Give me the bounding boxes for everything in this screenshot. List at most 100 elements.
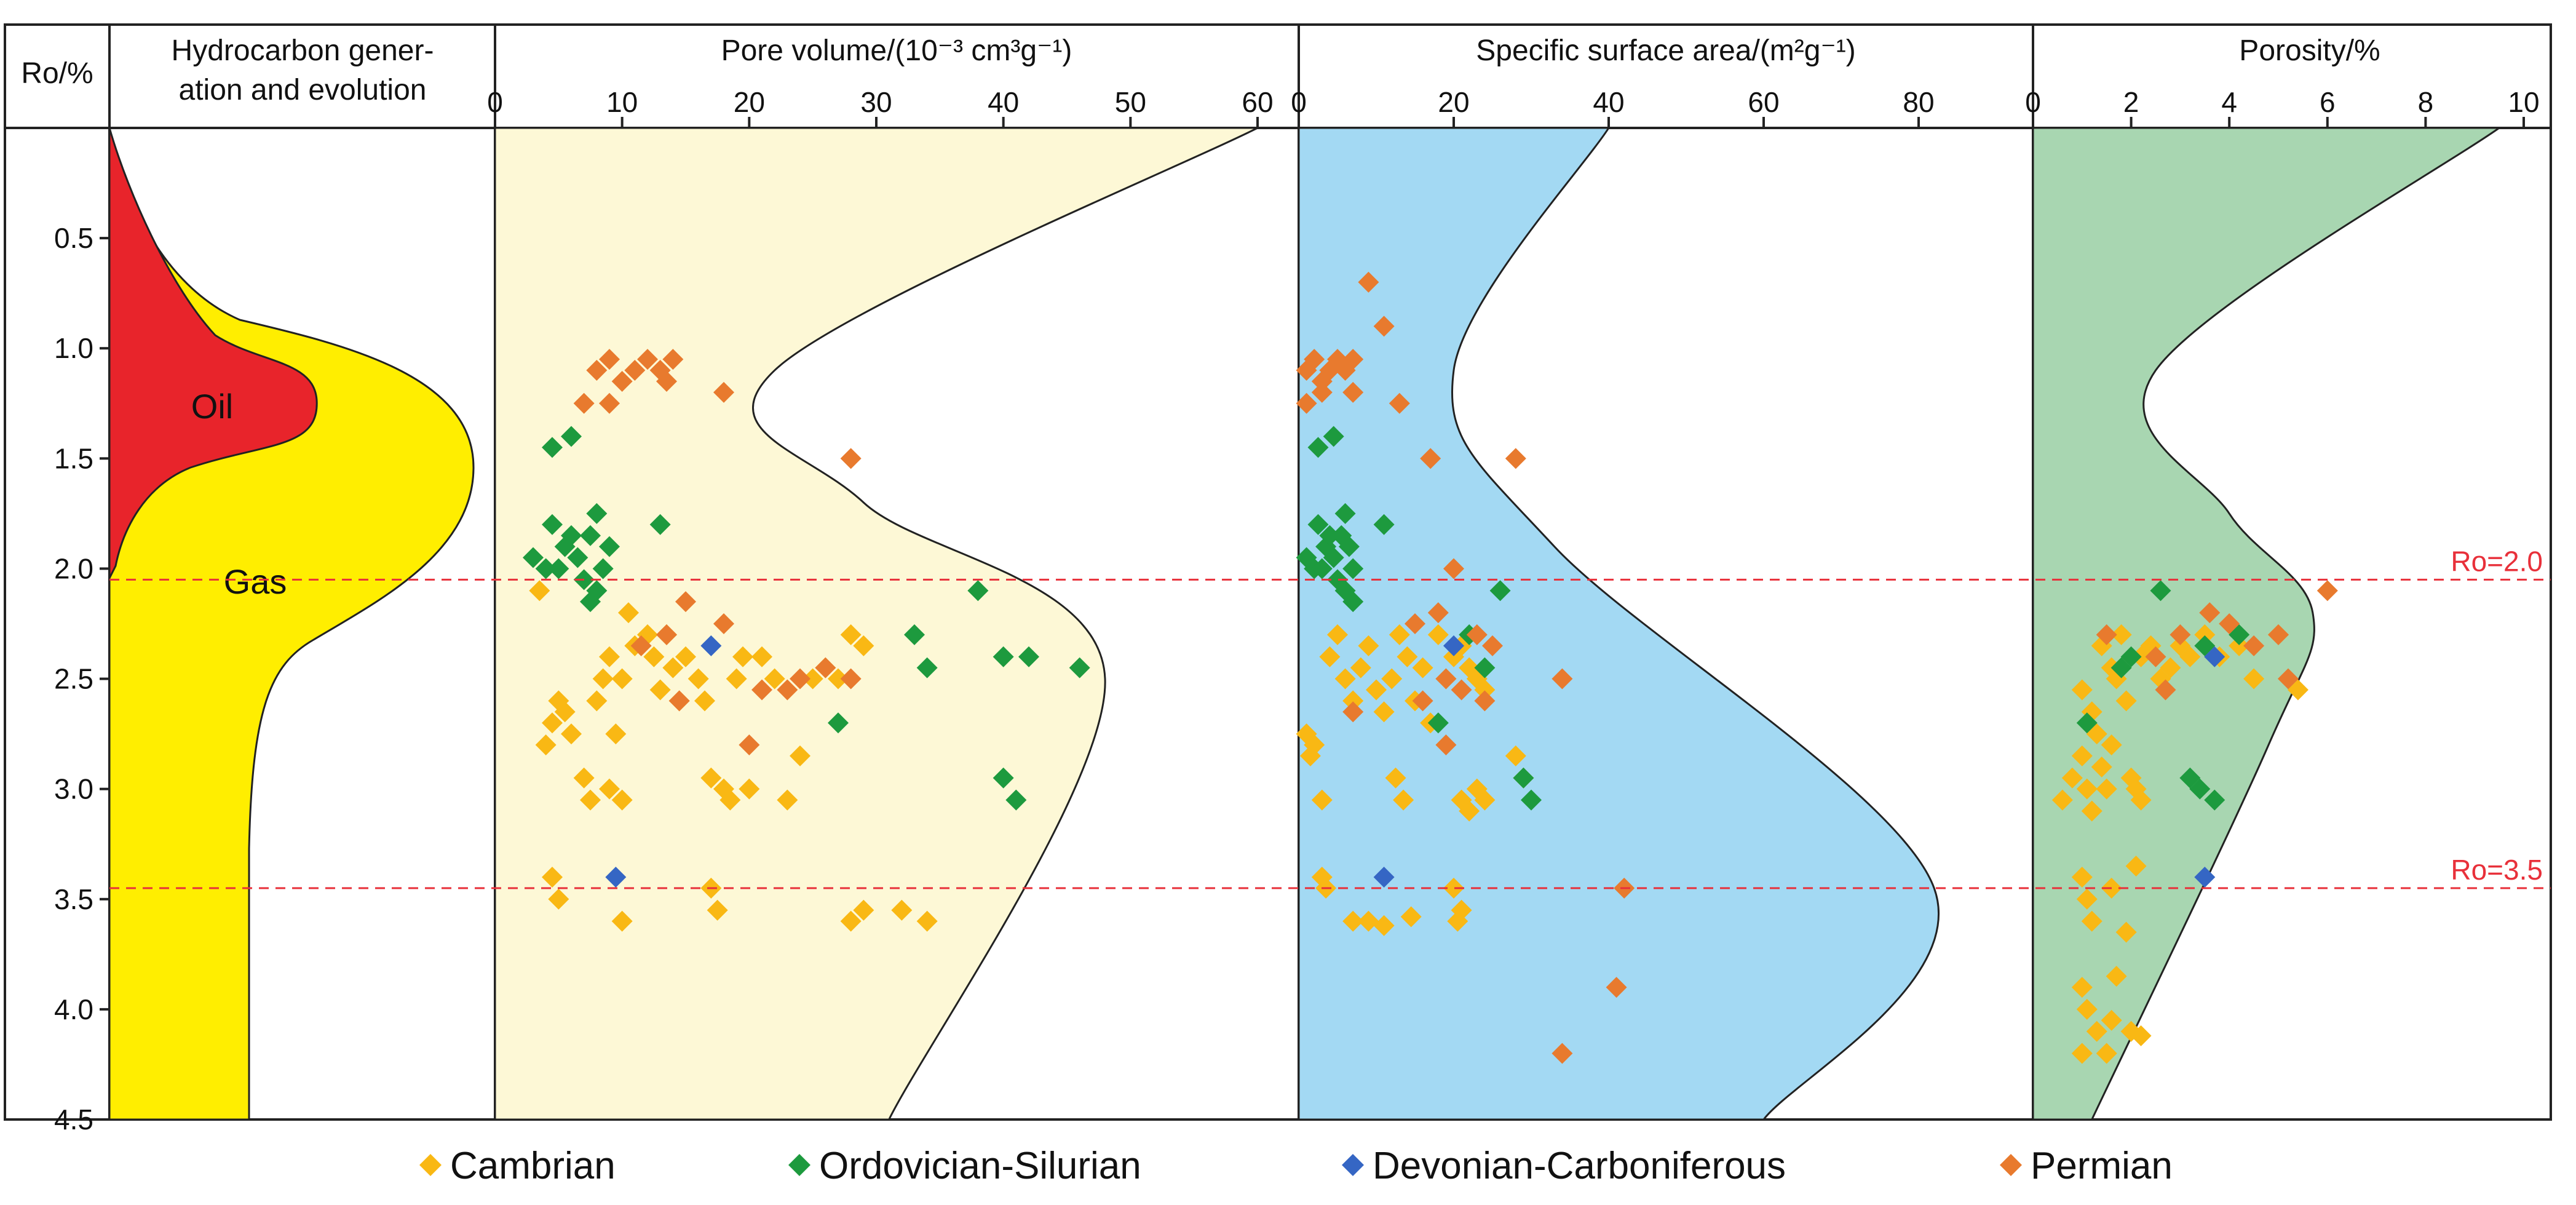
pv-point-cambrian <box>611 789 633 811</box>
pv-point-permian <box>713 381 734 403</box>
pv-point-ordovician-silurian <box>967 580 989 602</box>
pv-point-permian <box>751 679 772 701</box>
por-x-tick-label: 2 <box>2123 86 2139 118</box>
ssa-point-cambrian <box>1474 789 1496 811</box>
por-point-ordovician-silurian <box>2204 789 2225 811</box>
pv-point-ordovician-silurian <box>535 558 557 579</box>
pv-point-cambrian <box>618 602 639 624</box>
pv-point-permian <box>675 591 696 613</box>
pv-point-ordovician-silurian <box>561 426 582 447</box>
pv-point-ordovician-silurian <box>828 712 849 734</box>
pv-point-cambrian <box>580 789 601 811</box>
chart-frame <box>4 23 2552 1121</box>
ssa-x-tick-label: 0 <box>1291 86 1307 118</box>
por-point-cambrian <box>2076 778 2098 800</box>
por-point-cambrian <box>2081 800 2102 822</box>
pv-point-devonian-carboniferous <box>700 635 722 656</box>
ssa-point-permian <box>1466 624 1488 645</box>
pv-point-cambrian <box>700 767 722 789</box>
pv-x-tick-label: 20 <box>734 86 765 118</box>
pv-point-cambrian <box>675 646 696 667</box>
por-point-cambrian <box>2071 866 2093 888</box>
pv-point-ordovician-silurian <box>599 536 620 557</box>
ssa-point-permian <box>1606 977 1627 998</box>
ssa-point-cambrian <box>1427 624 1449 645</box>
ssa-point-cambrian <box>1304 734 1325 756</box>
por-point-cambrian <box>2101 1009 2122 1031</box>
legend-label-permian: Permian <box>2031 1145 2173 1187</box>
pv-point-cambrian <box>732 646 753 667</box>
ssa-point-cambrian <box>1505 745 1526 766</box>
ssa-point-permian <box>1412 690 1433 712</box>
pv-point-ordovician-silurian <box>916 657 938 678</box>
pv-point-cambrian <box>643 646 665 667</box>
pv-point-cambrian <box>853 635 874 656</box>
pv-point-cambrian <box>802 668 823 690</box>
por-point-cambrian <box>2130 1025 2152 1046</box>
ssa-point-permian <box>1296 392 1317 414</box>
por-point-cambrian <box>2125 856 2147 877</box>
pv-point-permian <box>630 635 652 656</box>
pv-point-permian <box>840 668 862 690</box>
por-point-cambrian <box>2115 690 2137 712</box>
pv-point-permian <box>840 448 862 469</box>
ssa-envelope-area <box>1298 127 1940 1121</box>
por-point-cambrian <box>2106 966 2127 987</box>
ssa-point-cambrian <box>1373 915 1395 936</box>
legend-label-cambrian: Cambrian <box>450 1145 616 1187</box>
por-point-permian <box>2219 613 2240 634</box>
ssa-point-permian <box>1505 448 1526 469</box>
por-point-cambrian <box>2086 1020 2107 1042</box>
pv-point-permian <box>790 668 810 690</box>
ssa-point-permian <box>1304 349 1325 370</box>
por-point-cambrian <box>2071 679 2093 701</box>
pv-point-cambrian <box>726 668 747 690</box>
por-point-permian <box>2145 646 2166 667</box>
por-x-tick-label: 8 <box>2418 86 2434 118</box>
ssa-point-permian <box>1482 635 1503 656</box>
ssa-point-cambrian <box>1358 635 1379 656</box>
legend-marker-cambrian <box>419 1154 442 1176</box>
legend-label-ordovician-silurian: Ordovician-Silurian <box>819 1145 1141 1187</box>
ssa-point-permian <box>1342 701 1364 723</box>
ssa-x-tick-label: 80 <box>1903 86 1934 118</box>
por-point-permian <box>2268 624 2289 645</box>
pv-point-cambrian <box>649 679 671 701</box>
por-point-permian <box>2199 602 2221 624</box>
pv-point-ordovician-silurian <box>592 558 614 579</box>
por-point-cambrian <box>2194 624 2216 645</box>
ssa-point-ordovician-silurian <box>1342 591 1364 613</box>
ssa-point-cambrian <box>1366 679 1387 701</box>
pv-point-ordovician-silurian <box>1005 789 1027 811</box>
generation-title-line-1: Hydrocarbon gener- <box>172 34 434 67</box>
ro-tick-label: 2.0 <box>54 552 93 584</box>
pv-point-cambrian <box>840 624 862 645</box>
pv-x-tick-label: 50 <box>1115 86 1146 118</box>
ssa-point-cambrian <box>1389 624 1410 645</box>
por-point-permian <box>2096 624 2117 645</box>
pv-point-cambrian <box>694 690 715 712</box>
por-point-cambrian <box>2101 734 2122 756</box>
pv-point-cambrian <box>548 888 569 910</box>
pv-point-cambrian <box>707 899 728 921</box>
ssa-x-tick-label: 40 <box>1593 86 1624 118</box>
pv-point-ordovician-silurian <box>904 624 925 645</box>
pore-volume-title: Pore volume/(10⁻³ cm³g⁻¹) <box>721 34 1072 67</box>
pv-x-tick-label: 0 <box>487 86 503 118</box>
pv-point-ordovician-silurian <box>649 514 671 535</box>
pv-point-cambrian <box>592 668 614 690</box>
ssa-point-cambrian <box>1358 910 1379 932</box>
pv-point-ordovician-silurian <box>580 525 601 546</box>
pv-point-permian <box>656 624 677 645</box>
por-point-cambrian <box>2096 778 2117 800</box>
legend-marker-ordovician-silurian <box>788 1154 810 1176</box>
pv-point-permian <box>573 392 595 414</box>
por-point-cambrian <box>2071 977 2093 998</box>
ssa-point-cambrian <box>1393 789 1414 811</box>
pv-point-cambrian <box>529 580 550 602</box>
por-point-permian <box>2155 679 2176 701</box>
por-x-tick-label: 6 <box>2320 86 2336 118</box>
ssa-x-tick-label: 60 <box>1748 86 1779 118</box>
pv-point-cambrian <box>611 910 633 932</box>
ssa-point-cambrian <box>1311 789 1333 811</box>
